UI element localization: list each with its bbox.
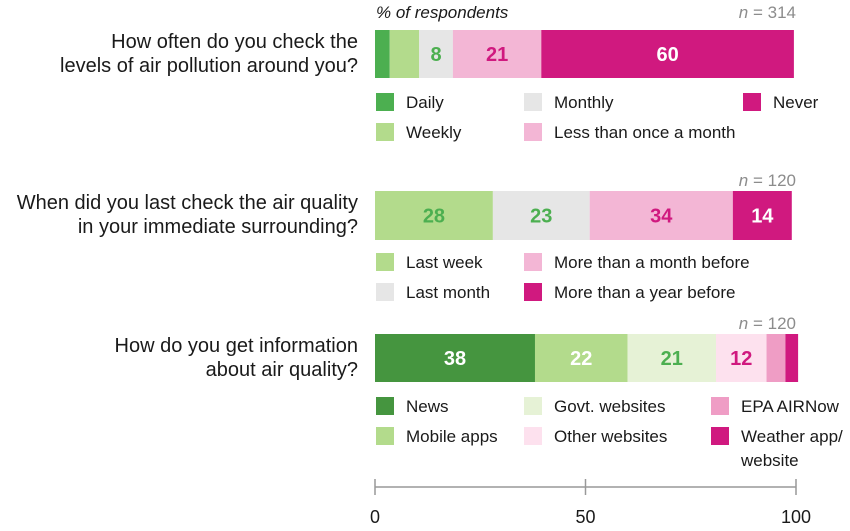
- legend-label: Govt. websites: [554, 397, 666, 416]
- bar-segment: [452, 30, 542, 78]
- question-group-1: How often do you check the levels of air …: [60, 3, 819, 142]
- legend-swatch: [376, 397, 394, 415]
- legend-swatch: [524, 253, 542, 271]
- legend-swatch: [743, 93, 761, 111]
- x-tick-label: 50: [575, 507, 595, 527]
- sample-size-label: n = 120: [739, 171, 796, 190]
- legend-label: Mobile apps: [406, 427, 498, 446]
- legend-swatch: [376, 283, 394, 301]
- legend-label-line: Weather app/: [741, 427, 843, 446]
- question-text: How do you get information about air qual…: [115, 335, 358, 381]
- legend-swatch: [376, 253, 394, 271]
- legend-label: Weekly: [406, 123, 462, 142]
- legend-swatch: [524, 427, 542, 445]
- data-label: 21: [661, 348, 683, 370]
- axis-title: % of respondents: [376, 3, 509, 22]
- n-value: = 120: [748, 171, 796, 190]
- data-label: 60: [656, 44, 678, 66]
- legend-swatch: [711, 397, 729, 415]
- bar-segment: [589, 191, 733, 240]
- legend-swatch: [524, 283, 542, 301]
- question-line: levels of air pollution around you?: [60, 55, 358, 77]
- bar-segment: [534, 334, 628, 382]
- legend-swatch: [376, 427, 394, 445]
- legend-swatch: [524, 397, 542, 415]
- bar-segment: [732, 191, 792, 240]
- legend-label: Weather app/website: [740, 427, 843, 470]
- legend-swatch: [376, 93, 394, 111]
- data-label: 21: [486, 44, 508, 66]
- data-label: 8: [430, 44, 441, 66]
- legend-swatch: [524, 93, 542, 111]
- n-value: = 120: [748, 314, 796, 333]
- legend-swatch: [524, 123, 542, 141]
- question-group-2: When did you last check the air quality i…: [17, 171, 796, 302]
- data-label: 22: [570, 348, 592, 370]
- x-tick-label: 0: [370, 507, 380, 527]
- n-symbol: n: [739, 3, 748, 22]
- legend-label: EPA AIRNow: [741, 397, 840, 416]
- legend-label: Other websites: [554, 427, 667, 446]
- legend-label: News: [406, 397, 449, 416]
- question-line: about air quality?: [206, 359, 358, 381]
- legend-label: Less than once a month: [554, 123, 735, 142]
- legend-label: More than a year before: [554, 283, 735, 302]
- bar-segment: [419, 30, 453, 78]
- x-axis: 0 50 100: [370, 479, 811, 527]
- legend-label: Monthly: [554, 93, 614, 112]
- legend-label: Daily: [406, 93, 444, 112]
- bar-segment: [766, 334, 786, 382]
- data-label: 14: [751, 206, 774, 228]
- n-value: = 314: [748, 3, 796, 22]
- legend-swatch: [376, 123, 394, 141]
- bar-segment: [541, 30, 794, 78]
- x-tick-label: 100: [781, 507, 811, 527]
- question-line: in your immediate surrounding?: [78, 216, 358, 238]
- bar-segment: [785, 334, 799, 382]
- data-label: 28: [423, 206, 445, 228]
- data-label: 12: [730, 348, 752, 370]
- bar-segment: [389, 30, 420, 78]
- sample-size-label: n = 314: [739, 3, 796, 22]
- legend-label: Last month: [406, 283, 490, 302]
- legend-label-line: website: [740, 451, 799, 470]
- legend-label: More than a month before: [554, 253, 750, 272]
- legend-label: Last week: [406, 253, 483, 272]
- plot-area: How often do you check the levels of air …: [17, 3, 843, 527]
- data-label: 23: [530, 206, 552, 228]
- bar-segment: [375, 30, 390, 78]
- sample-size-label: n = 120: [739, 314, 796, 333]
- question-text: When did you last check the air quality i…: [17, 192, 358, 238]
- question-line: How do you get information: [115, 335, 358, 357]
- question-line: How often do you check the: [111, 31, 358, 53]
- bar-segment: [627, 334, 717, 382]
- question-text: How often do you check the levels of air …: [60, 31, 358, 77]
- bar-segment: [375, 191, 493, 240]
- n-symbol: n: [739, 314, 748, 333]
- bar-segment: [375, 334, 535, 382]
- legend-swatch: [711, 427, 729, 445]
- legend-label: Never: [773, 93, 819, 112]
- bar-segment: [492, 191, 590, 240]
- question-line: When did you last check the air quality: [17, 192, 358, 214]
- data-label: 34: [650, 206, 673, 228]
- n-symbol: n: [739, 171, 748, 190]
- bar-segment: [716, 334, 767, 382]
- question-group-3: How do you get information about air qual…: [115, 314, 843, 470]
- data-label: 38: [444, 348, 466, 370]
